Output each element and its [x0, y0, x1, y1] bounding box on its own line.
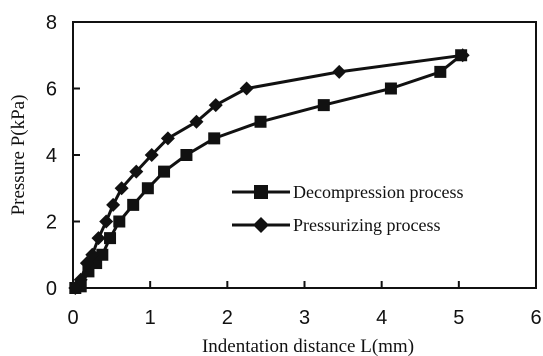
x-tick-label: 6	[530, 307, 541, 329]
x-tick-label: 1	[145, 307, 156, 329]
data-point-pressurizing	[106, 197, 121, 212]
y-tick-label: 0	[46, 278, 57, 300]
data-point-pressurizing	[455, 48, 470, 63]
data-point-pressurizing	[239, 81, 254, 96]
x-tick-label: 2	[222, 307, 233, 329]
data-point-decompression	[317, 99, 330, 112]
x-axis-label: Indentation distance L(mm)	[202, 336, 414, 356]
legend-marker-square	[254, 185, 268, 199]
data-point-pressurizing	[160, 131, 175, 146]
legend-label-decompression: Decompression process	[293, 182, 463, 202]
data-point-pressurizing	[91, 231, 106, 246]
legend-marker-diamond	[253, 217, 269, 233]
y-tick-label: 8	[46, 12, 57, 34]
y-tick-label: 4	[46, 145, 57, 167]
data-point-decompression	[127, 198, 140, 211]
data-point-decompression	[208, 132, 221, 145]
data-point-decompression	[254, 115, 267, 128]
legend-box	[222, 172, 510, 244]
data-point-decompression	[434, 65, 447, 78]
data-point-decompression	[104, 232, 117, 245]
y-tick-label: 2	[46, 212, 57, 234]
legend: Decompression process Pressurizing proce…	[222, 172, 510, 244]
y-axis-label: Pressure P(kPa)	[8, 95, 29, 216]
data-point-pressurizing	[114, 181, 129, 196]
data-point-decompression	[113, 215, 126, 228]
series-layer	[68, 48, 470, 295]
x-tick-label: 3	[299, 307, 310, 329]
data-point-decompression	[384, 82, 397, 95]
data-point-decompression	[96, 248, 109, 261]
x-tick-label: 4	[376, 307, 387, 329]
data-point-pressurizing	[144, 148, 159, 162]
legend-label-pressurizing: Pressurizing process	[293, 215, 440, 235]
data-point-pressurizing	[189, 114, 204, 129]
data-point-decompression	[158, 165, 171, 178]
x-tick-label: 5	[453, 307, 464, 329]
data-point-pressurizing	[129, 164, 144, 179]
data-point-pressurizing	[208, 98, 223, 113]
x-tick-label: 0	[67, 307, 78, 329]
plot-frame	[72, 21, 537, 289]
y-tick-label: 6	[46, 79, 57, 101]
data-point-pressurizing	[99, 214, 114, 229]
data-point-decompression	[141, 182, 154, 195]
data-point-decompression	[180, 149, 193, 161]
data-point-pressurizing	[73, 272, 88, 287]
data-point-pressurizing	[85, 247, 100, 262]
data-point-pressurizing	[332, 64, 347, 79]
ticks: 0 1 2 3 4 5 6 0 2 4 6 8	[46, 12, 542, 329]
